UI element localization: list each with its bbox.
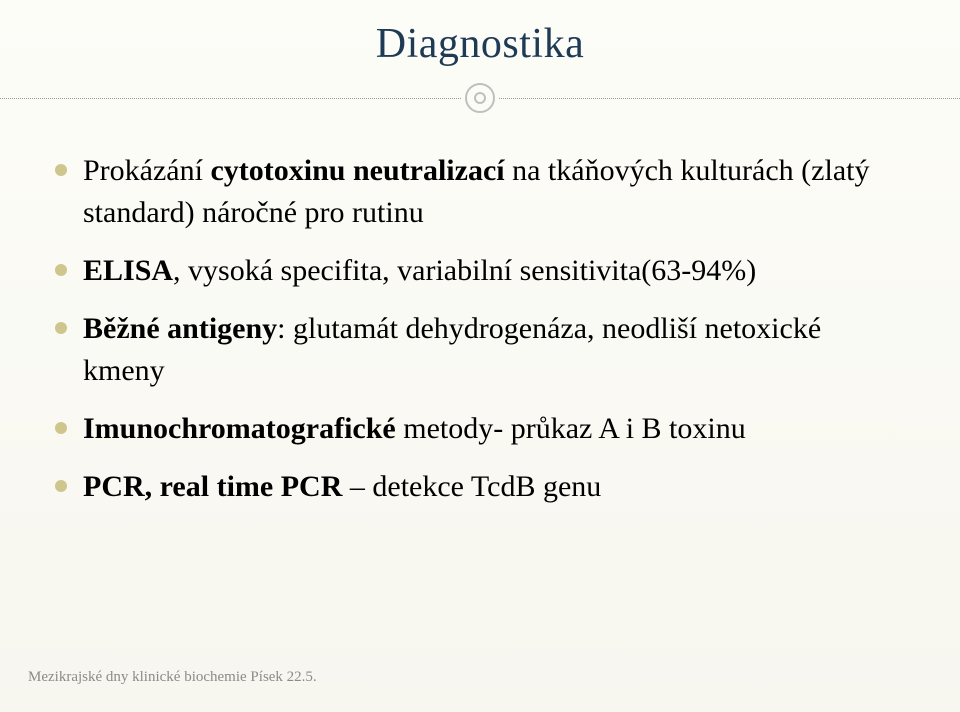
- bullet-lead: Prokázání: [83, 154, 210, 187]
- bullet-bold: Běžné antigeny: [83, 312, 277, 345]
- title-ornament: [0, 82, 960, 122]
- dotted-line-right: [499, 98, 960, 99]
- dotted-line-left: [0, 98, 461, 99]
- list-item: Běžné antigeny: glutamát dehydrogenáza, …: [55, 308, 905, 392]
- bullet-bold: cytotoxinu neutralizací: [210, 154, 504, 187]
- list-item: ELISA, vysoká specifita, variabilní sens…: [55, 250, 905, 292]
- slide: Diagnostika Prokázání cytotoxinu neutral…: [0, 0, 960, 712]
- list-item: Prokázání cytotoxinu neutralizací na tká…: [55, 150, 905, 234]
- bullet-bold: ELISA: [83, 254, 173, 287]
- list-item: Imunochromatografické metody- průkaz A i…: [55, 408, 905, 450]
- circle-ornament-icon: [460, 82, 500, 122]
- footer-text: Mezikrajské dny klinické biochemie Písek…: [28, 669, 317, 686]
- bullet-rest: metody- průkaz A i B toxinu: [396, 412, 746, 445]
- bullet-list: Prokázání cytotoxinu neutralizací na tká…: [55, 150, 905, 524]
- slide-title: Diagnostika: [0, 20, 960, 68]
- bullet-bold: PCR, real time PCR: [83, 470, 342, 503]
- bullet-rest: – detekce TcdB genu: [342, 470, 601, 503]
- list-item: PCR, real time PCR – detekce TcdB genu: [55, 466, 905, 508]
- bullet-rest: , vysoká specifita, variabilní sensitivi…: [173, 254, 756, 287]
- bullet-bold: Imunochromatografické: [83, 412, 396, 445]
